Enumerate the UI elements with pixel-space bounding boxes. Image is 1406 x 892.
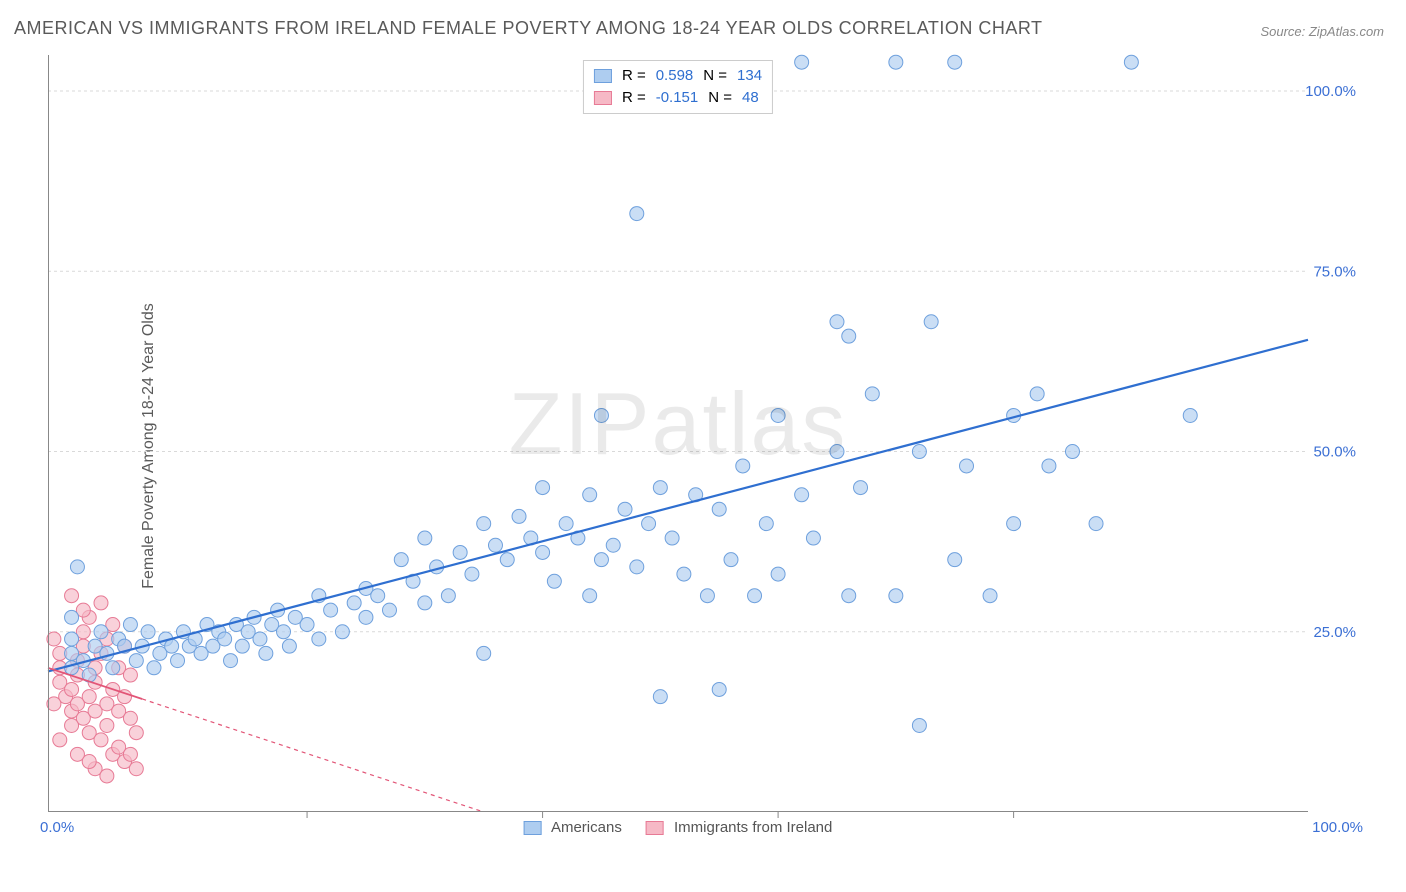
legend-row-americans: R = 0.598 N = 134 [594,65,762,87]
x-tick-label-0: 0.0% [40,819,74,836]
legend-correlation: R = 0.598 N = 134 R = -0.151 N = 48 [583,60,773,114]
chart-title: AMERICAN VS IMMIGRANTS FROM IRELAND FEMA… [14,18,1043,39]
legend-item-americans: Americans [524,819,622,836]
legend-label-americans: Americans [551,819,622,836]
n-label: N = [703,65,727,87]
svg-text:50.0%: 50.0% [1313,444,1356,461]
source-label: Source: ZipAtlas.com [1260,24,1384,39]
y-axis-line [48,55,49,812]
plot-area: ZIPatlas 25.0%50.0%75.0%100.0% 0.0% 100.… [48,55,1308,840]
svg-text:100.0%: 100.0% [1305,83,1356,100]
legend-swatch-americans-icon [524,821,542,835]
r-value: 0.598 [656,65,694,87]
x-axis-line [48,811,1308,812]
legend-row-ireland: R = -0.151 N = 48 [594,87,762,109]
r-value: -0.151 [656,87,699,109]
legend-swatch-ireland-icon [646,821,664,835]
svg-text:25.0%: 25.0% [1313,624,1356,641]
chart-svg: 25.0%50.0%75.0%100.0% [48,55,1308,840]
legend-swatch-ireland [594,91,612,105]
x-tick-label-100: 100.0% [1312,819,1363,836]
n-value: 134 [737,65,762,87]
n-value: 48 [742,87,759,109]
legend-item-ireland: Immigrants from Ireland [646,819,833,836]
legend-label-ireland: Immigrants from Ireland [674,819,832,836]
n-label: N = [708,87,732,109]
legend-swatch-americans [594,69,612,83]
r-label: R = [622,87,646,109]
legend-series: Americans Immigrants from Ireland [524,819,833,836]
svg-text:75.0%: 75.0% [1313,263,1356,280]
r-label: R = [622,65,646,87]
